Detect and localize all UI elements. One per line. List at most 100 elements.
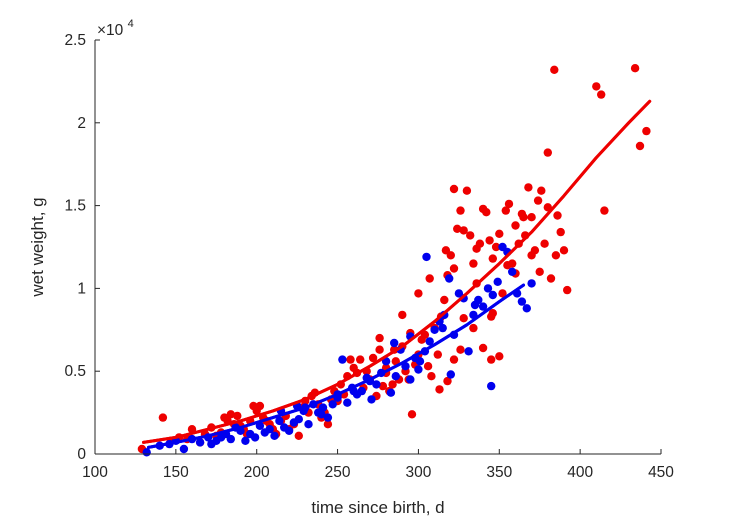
- data-point: [270, 431, 279, 440]
- data-point: [592, 82, 601, 91]
- fit-line-overlay-2: [146, 283, 525, 449]
- data-point: [483, 284, 493, 293]
- data-point: [401, 362, 410, 371]
- data-point: [425, 337, 434, 346]
- data-point: [488, 290, 497, 300]
- data-point: [553, 211, 562, 220]
- y-tick-label: 1.5: [64, 198, 86, 215]
- data-point: [487, 381, 496, 391]
- data-point: [462, 186, 472, 195]
- data-point: [459, 226, 468, 235]
- data-point: [456, 206, 465, 215]
- data-point: [495, 229, 504, 238]
- data-point: [449, 355, 459, 364]
- y-tick-label: 1: [77, 280, 86, 297]
- data-point: [406, 375, 415, 384]
- data-point: [375, 345, 384, 354]
- data-point: [559, 246, 569, 255]
- data-point: [478, 302, 488, 311]
- data-point: [522, 304, 531, 313]
- data-point: [414, 289, 423, 298]
- fit-line-overlay-1: [142, 99, 652, 444]
- data-point: [519, 213, 528, 222]
- data-point: [449, 184, 459, 194]
- data-point: [501, 206, 510, 215]
- data-point: [275, 416, 284, 426]
- data-point: [445, 274, 454, 283]
- data-point: [488, 254, 497, 263]
- y-axis-label: wet weight, g: [28, 197, 47, 297]
- data-point: [284, 426, 294, 435]
- data-point: [158, 413, 168, 422]
- data-point: [563, 285, 572, 295]
- x-ticks: 100 150 200 250 300 350 400 450: [82, 449, 674, 481]
- data-point: [472, 244, 481, 253]
- data-point: [469, 323, 478, 333]
- data-point: [372, 380, 381, 389]
- data-point: [317, 410, 326, 419]
- data-point: [433, 350, 442, 359]
- data-point: [378, 381, 388, 391]
- y-tick-label: 2.5: [64, 32, 86, 49]
- data-point: [527, 213, 536, 222]
- data-point: [488, 309, 497, 318]
- data-point: [537, 186, 546, 195]
- data-point: [375, 333, 384, 343]
- data-point: [368, 353, 378, 363]
- data-point: [491, 242, 501, 252]
- data-point: [226, 410, 235, 419]
- data-point: [328, 400, 337, 409]
- data-point: [441, 246, 451, 255]
- data-point: [422, 252, 431, 262]
- data-point: [427, 372, 436, 381]
- data-point: [142, 448, 151, 457]
- plot-area: [95, 40, 661, 454]
- data-point: [527, 251, 536, 260]
- data-point: [391, 357, 400, 366]
- data-point: [540, 239, 549, 248]
- data-point: [503, 261, 512, 270]
- data-point: [367, 395, 376, 404]
- data-point: [482, 208, 491, 217]
- data-point: [386, 388, 396, 397]
- data-point: [391, 372, 400, 381]
- data-point: [407, 410, 417, 419]
- x-tick-label: 150: [163, 464, 189, 481]
- data-point: [511, 221, 520, 230]
- data-point: [543, 148, 552, 157]
- data-point: [485, 236, 494, 245]
- data-point: [398, 310, 407, 320]
- data-point: [435, 385, 444, 394]
- data-point: [357, 386, 366, 396]
- data-point: [527, 279, 536, 288]
- x-axis-label: time since birth, d: [311, 498, 444, 517]
- data-point: [390, 338, 399, 348]
- x-tick-label: 250: [325, 464, 351, 481]
- data-point: [323, 420, 333, 429]
- y-tick-label: 0.5: [64, 363, 86, 380]
- data-point: [415, 357, 425, 366]
- data-point: [495, 352, 504, 361]
- exponent-power: 4: [128, 18, 134, 30]
- axes-layer: [94, 40, 661, 455]
- data-point: [642, 126, 651, 136]
- data-point: [226, 434, 235, 444]
- exponent-base: ×10: [97, 22, 124, 39]
- y-tick-label: 0: [77, 446, 86, 463]
- data-point: [508, 267, 517, 276]
- data-point: [338, 355, 347, 364]
- y-exponent-label: ×10 4: [97, 18, 134, 39]
- data-point: [459, 314, 468, 323]
- data-point: [597, 90, 606, 99]
- data-point: [453, 224, 462, 233]
- data-point: [556, 227, 565, 237]
- data-point: [195, 438, 205, 447]
- data-point: [438, 323, 447, 333]
- y-ticks: 0 0.5 1 1.5 2 2.5: [64, 32, 100, 463]
- data-point: [304, 420, 313, 429]
- data-point: [504, 199, 514, 209]
- data-point: [546, 274, 556, 283]
- data-point: [430, 325, 439, 334]
- data-point: [356, 355, 365, 364]
